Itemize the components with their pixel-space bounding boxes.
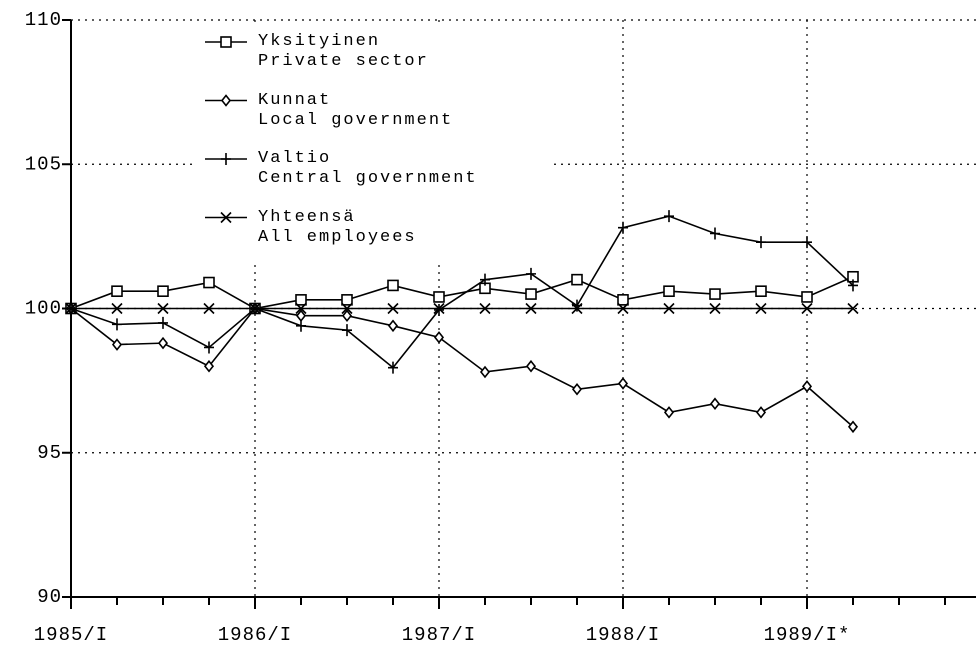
marker	[342, 324, 352, 337]
marker	[617, 302, 629, 315]
legend-label: Valtio Central government	[258, 149, 478, 188]
y-tick-label: 105	[25, 153, 62, 175]
marker	[847, 420, 859, 434]
marker	[709, 302, 721, 315]
marker	[525, 302, 537, 315]
marker	[663, 302, 675, 315]
marker	[618, 221, 628, 234]
marker	[663, 285, 675, 297]
marker	[617, 294, 629, 306]
marker	[663, 406, 675, 419]
marker	[802, 236, 812, 249]
x-tick-label: 1987/I	[402, 624, 476, 646]
marker	[525, 288, 537, 300]
marker	[571, 273, 583, 286]
marker	[801, 302, 813, 315]
marker	[433, 302, 445, 315]
marker	[387, 319, 399, 333]
marker	[111, 338, 123, 351]
series-line	[70, 307, 854, 428]
x-tick-label: 1986/I	[218, 624, 292, 646]
marker	[111, 285, 123, 297]
marker	[387, 302, 399, 315]
legend-label: Yhteensä All employees	[258, 207, 417, 247]
marker	[388, 361, 398, 374]
marker	[755, 285, 767, 297]
marker	[220, 211, 232, 224]
marker	[756, 236, 766, 249]
marker	[157, 336, 169, 350]
marker	[341, 309, 353, 322]
marker	[526, 267, 536, 280]
marker	[249, 302, 261, 315]
marker	[479, 302, 491, 315]
marker	[296, 319, 306, 332]
marker	[295, 302, 307, 315]
marker	[571, 382, 583, 396]
marker	[434, 303, 444, 316]
marker	[755, 302, 767, 315]
marker	[479, 365, 491, 379]
marker	[387, 279, 399, 292]
marker	[801, 380, 813, 393]
marker	[204, 341, 214, 354]
marker	[433, 291, 445, 303]
marker	[295, 294, 307, 306]
marker	[157, 302, 169, 315]
marker	[157, 285, 169, 297]
series-line	[70, 276, 854, 310]
marker	[203, 359, 215, 373]
legend-box	[195, 22, 553, 260]
marker	[847, 302, 859, 315]
marker	[220, 36, 232, 48]
marker	[755, 406, 767, 419]
marker	[221, 153, 231, 165]
marker	[801, 291, 813, 303]
marker	[710, 227, 720, 240]
x-tick-label: 1989/I*	[764, 624, 851, 646]
marker	[525, 359, 537, 373]
y-tick-label: 95	[37, 442, 62, 464]
marker	[709, 397, 721, 410]
x-tick-label: 1985/I	[34, 624, 108, 646]
marker	[617, 377, 629, 390]
y-tick-label: 90	[37, 586, 62, 608]
marker	[848, 279, 858, 292]
y-tick-label: 110	[25, 9, 62, 31]
x-tick-label: 1988/I	[586, 624, 660, 646]
legend-label: Kunnat Local government	[258, 90, 454, 130]
series-line	[70, 215, 854, 369]
marker	[433, 331, 445, 344]
marker	[664, 210, 674, 223]
marker	[112, 318, 122, 331]
marker	[111, 302, 123, 315]
marker	[65, 302, 77, 315]
marker	[480, 273, 490, 286]
y-tick-label: 100	[25, 298, 62, 320]
marker	[158, 316, 168, 329]
marker	[220, 94, 232, 107]
marker	[341, 294, 353, 306]
marker	[341, 302, 353, 315]
marker	[571, 302, 583, 315]
marker	[203, 276, 215, 289]
marker	[709, 288, 721, 300]
marker	[203, 302, 215, 315]
legend-label: Yksityinen Private sector	[258, 32, 429, 71]
